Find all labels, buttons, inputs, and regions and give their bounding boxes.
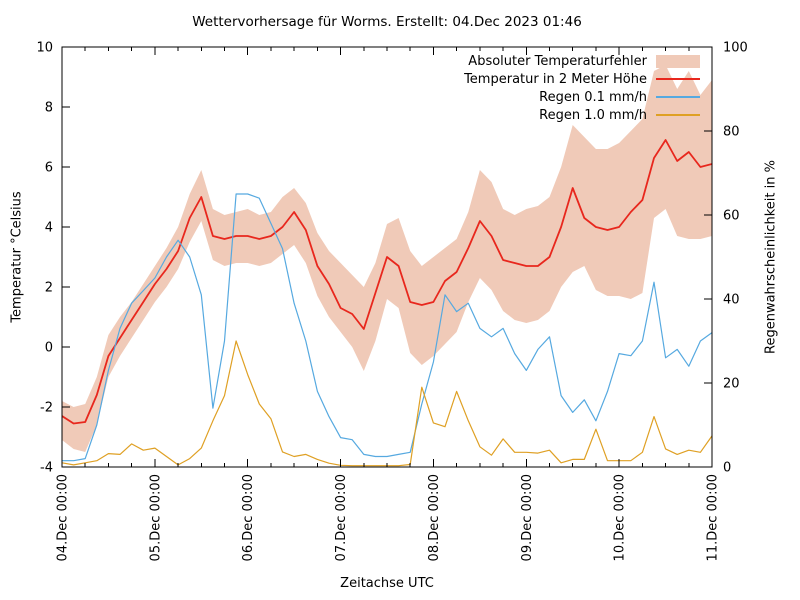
y-axis-left-label: Temperatur °Celsius (9, 191, 25, 323)
y-right-tick-label: 20 (723, 377, 740, 392)
temperature-line (62, 139, 712, 425)
x-tick-label: 06.Dec 00:00 (241, 474, 256, 561)
legend-item-rain-01: Regen 0.1 mm/h (464, 88, 700, 106)
x-tick-label: 08.Dec 00:00 (427, 474, 442, 561)
rain-10-line-swatch (656, 114, 700, 116)
temperature-line-swatch (656, 78, 700, 80)
legend-label: Regen 1.0 mm/h (539, 107, 647, 123)
rain-10-line (62, 340, 712, 467)
y-right-tick-label: 40 (723, 293, 740, 308)
data-layer (62, 65, 712, 467)
legend-label: Regen 0.1 mm/h (539, 89, 647, 105)
y-left-tick-label: 8 (45, 101, 53, 116)
y-left-tick-label: 6 (45, 161, 53, 176)
y-left-tick-label: 2 (45, 281, 53, 296)
legend-item-rain-10: Regen 1.0 mm/h (464, 106, 700, 124)
error-band-swatch (656, 54, 700, 68)
rain-01-line-swatch (656, 96, 700, 98)
y-axis-right-label: Regenwahrscheinlichkeit in % (763, 160, 779, 354)
legend: Absoluter Temperaturfehler Temperatur in… (464, 52, 700, 124)
y-left-tick-label: 0 (45, 341, 53, 356)
x-tick-label: 07.Dec 00:00 (334, 474, 349, 561)
y-left-tick-label: 4 (45, 221, 53, 236)
y-left-tick-label: -2 (40, 401, 53, 416)
x-tick-label: 04.Dec 00:00 (56, 474, 71, 561)
x-tick-label: 10.Dec 00:00 (613, 474, 628, 561)
x-axis-label: Zeitachse UTC (340, 576, 434, 591)
y-left-tick-label: -4 (40, 461, 53, 476)
legend-item-temperature: Temperatur in 2 Meter Höhe (464, 70, 700, 88)
axes-layer (61, 46, 713, 468)
y-right-tick-label: 100 (723, 41, 748, 56)
x-tick-label: 11.Dec 00:00 (706, 474, 721, 561)
y-right-tick-label: 0 (723, 461, 731, 476)
y-right-tick-label: 60 (723, 209, 740, 224)
chart-title: Wettervorhersage für Worms. Erstellt: 04… (192, 14, 582, 30)
legend-label: Temperatur in 2 Meter Höhe (464, 71, 647, 87)
legend-item-error-band: Absoluter Temperaturfehler (464, 52, 700, 70)
y-right-tick-label: 80 (723, 125, 740, 140)
rain-01-line (62, 193, 712, 462)
legend-label: Absoluter Temperaturfehler (468, 53, 647, 69)
x-tick-label: 09.Dec 00:00 (520, 474, 535, 561)
x-tick-label: 05.Dec 00:00 (148, 474, 163, 561)
y-left-tick-label: 10 (36, 41, 53, 56)
